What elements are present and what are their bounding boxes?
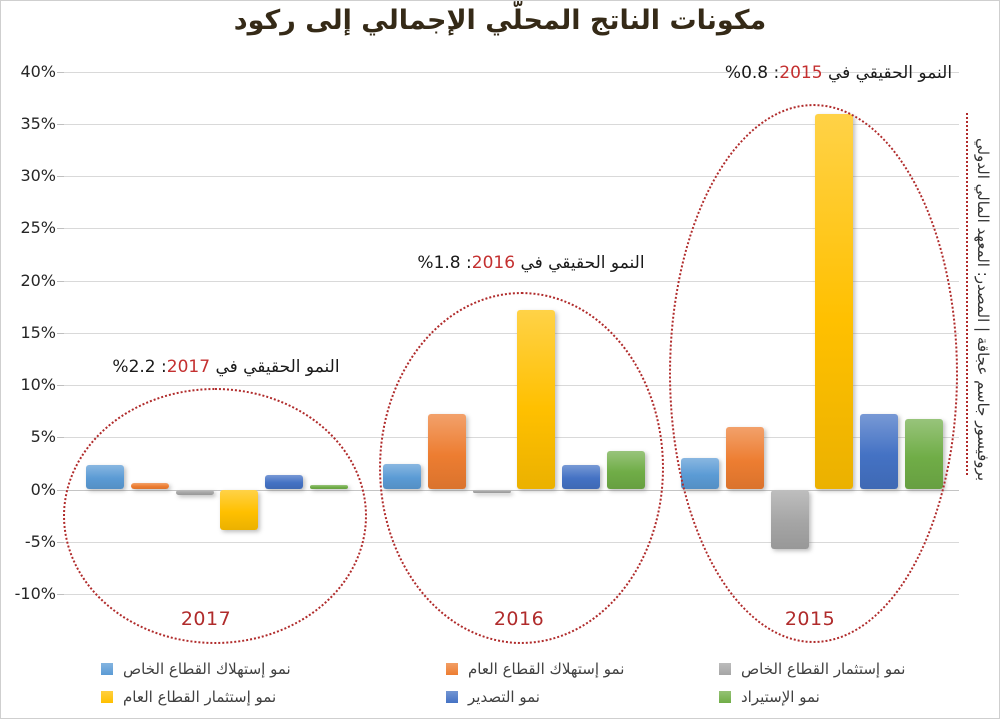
gridline-25% bbox=[63, 228, 959, 230]
legend-swatch-icon bbox=[446, 691, 458, 703]
y-axis-label: 25% bbox=[20, 218, 56, 238]
y-axis-label: 40% bbox=[20, 61, 56, 81]
annotation-prefix: النمو الحقيقي في bbox=[827, 63, 953, 83]
gridline-40% bbox=[63, 71, 959, 73]
y-axis-label: -5% bbox=[24, 531, 56, 551]
legend-label: نمو إستثمار القطاع العام bbox=[123, 688, 277, 706]
y-axis-label: 5% bbox=[30, 427, 56, 447]
y-axis-tick bbox=[57, 541, 64, 543]
y-axis-tick bbox=[57, 489, 64, 491]
annotation-year: 2017 bbox=[166, 357, 211, 377]
y-axis-tick bbox=[57, 123, 64, 125]
category-label-2017: 2017 bbox=[180, 608, 232, 630]
annotation-year: 2016 bbox=[471, 253, 516, 273]
annotation-prefix: النمو الحقيقي في bbox=[215, 357, 340, 377]
annotation-2017: النمو الحقيقي في 2017: 2.2% bbox=[86, 357, 366, 377]
legend-swatch-icon bbox=[446, 663, 458, 675]
y-axis-label: 15% bbox=[20, 322, 56, 342]
y-axis-tick bbox=[57, 71, 64, 73]
y-axis-label: -10% bbox=[14, 584, 56, 603]
y-axis-tick bbox=[57, 176, 64, 177]
legend-label: نمو إستهلاك القطاع الخاص bbox=[123, 660, 291, 678]
y-axis-tick bbox=[57, 228, 64, 230]
y-axis-label: 0% bbox=[30, 479, 56, 499]
chart-title: مكونات الناتج المحلّي الإجمالي إلى ركود bbox=[233, 5, 767, 36]
legend-label: نمو التصدير bbox=[468, 688, 540, 706]
legend: نمو إستهلاك القطاع الخاص نمو إستهلاك القط… bbox=[101, 657, 981, 709]
gridline-30% bbox=[63, 176, 959, 177]
annotation-value: : 0.8% bbox=[724, 63, 780, 83]
source-credit: بروفيسور جاسم عجاقة | المصدر: المعهد الم… bbox=[974, 137, 992, 481]
legend-item-series-2: نمو إستثمار القطاع الخاص bbox=[719, 657, 981, 681]
dotted-vertical-line bbox=[966, 113, 968, 475]
y-axis-tick bbox=[57, 385, 64, 386]
legend-item-series-0: نمو إستهلاك القطاع الخاص bbox=[101, 657, 446, 681]
legend-item-series-1: نمو إستهلاك القطاع العام bbox=[446, 657, 719, 681]
category-label-2015: 2015 bbox=[784, 608, 836, 630]
annotation-prefix: النمو الحقيقي في bbox=[520, 253, 645, 273]
y-axis-tick bbox=[57, 280, 64, 282]
legend-swatch-icon bbox=[101, 663, 113, 675]
category-label-2016: 2016 bbox=[493, 608, 545, 630]
legend-swatch-icon bbox=[719, 663, 731, 675]
y-axis-tick bbox=[57, 594, 64, 595]
annotation-2015: النمو الحقيقي في 2015: 0.8% bbox=[696, 63, 981, 83]
legend-item-series-3: نمو إستثمار القطاع العام bbox=[101, 685, 446, 709]
y-axis-tick bbox=[57, 332, 64, 334]
legend-item-series-4: نمو التصدير bbox=[446, 685, 719, 709]
legend-label: نمو إستثمار القطاع الخاص bbox=[741, 660, 906, 678]
highlight-ellipse-2016 bbox=[379, 292, 664, 644]
highlight-ellipse-2017 bbox=[63, 388, 367, 644]
legend-item-series-5: نمو الإستيراد bbox=[719, 685, 981, 709]
legend-swatch-icon bbox=[719, 691, 731, 703]
y-axis-label: 30% bbox=[20, 166, 56, 185]
annotation-year: 2015 bbox=[779, 63, 823, 83]
legend-label: نمو الإستيراد bbox=[741, 688, 820, 706]
gridline-20% bbox=[63, 280, 959, 282]
legend-label: نمو إستهلاك القطاع العام bbox=[468, 660, 625, 678]
annotation-2016: النمو الحقيقي في 2016: 1.8% bbox=[391, 253, 671, 273]
y-axis-label: 20% bbox=[20, 270, 56, 290]
y-axis-label: 10% bbox=[20, 375, 56, 394]
y-axis-label: 35% bbox=[20, 113, 56, 133]
gridline-35% bbox=[63, 123, 959, 125]
annotation-value: : 2.2% bbox=[112, 357, 167, 377]
legend-swatch-icon bbox=[101, 691, 113, 703]
highlight-ellipse-2015 bbox=[669, 104, 958, 643]
y-axis-tick bbox=[57, 437, 64, 439]
annotation-value: : 1.8% bbox=[417, 253, 472, 273]
